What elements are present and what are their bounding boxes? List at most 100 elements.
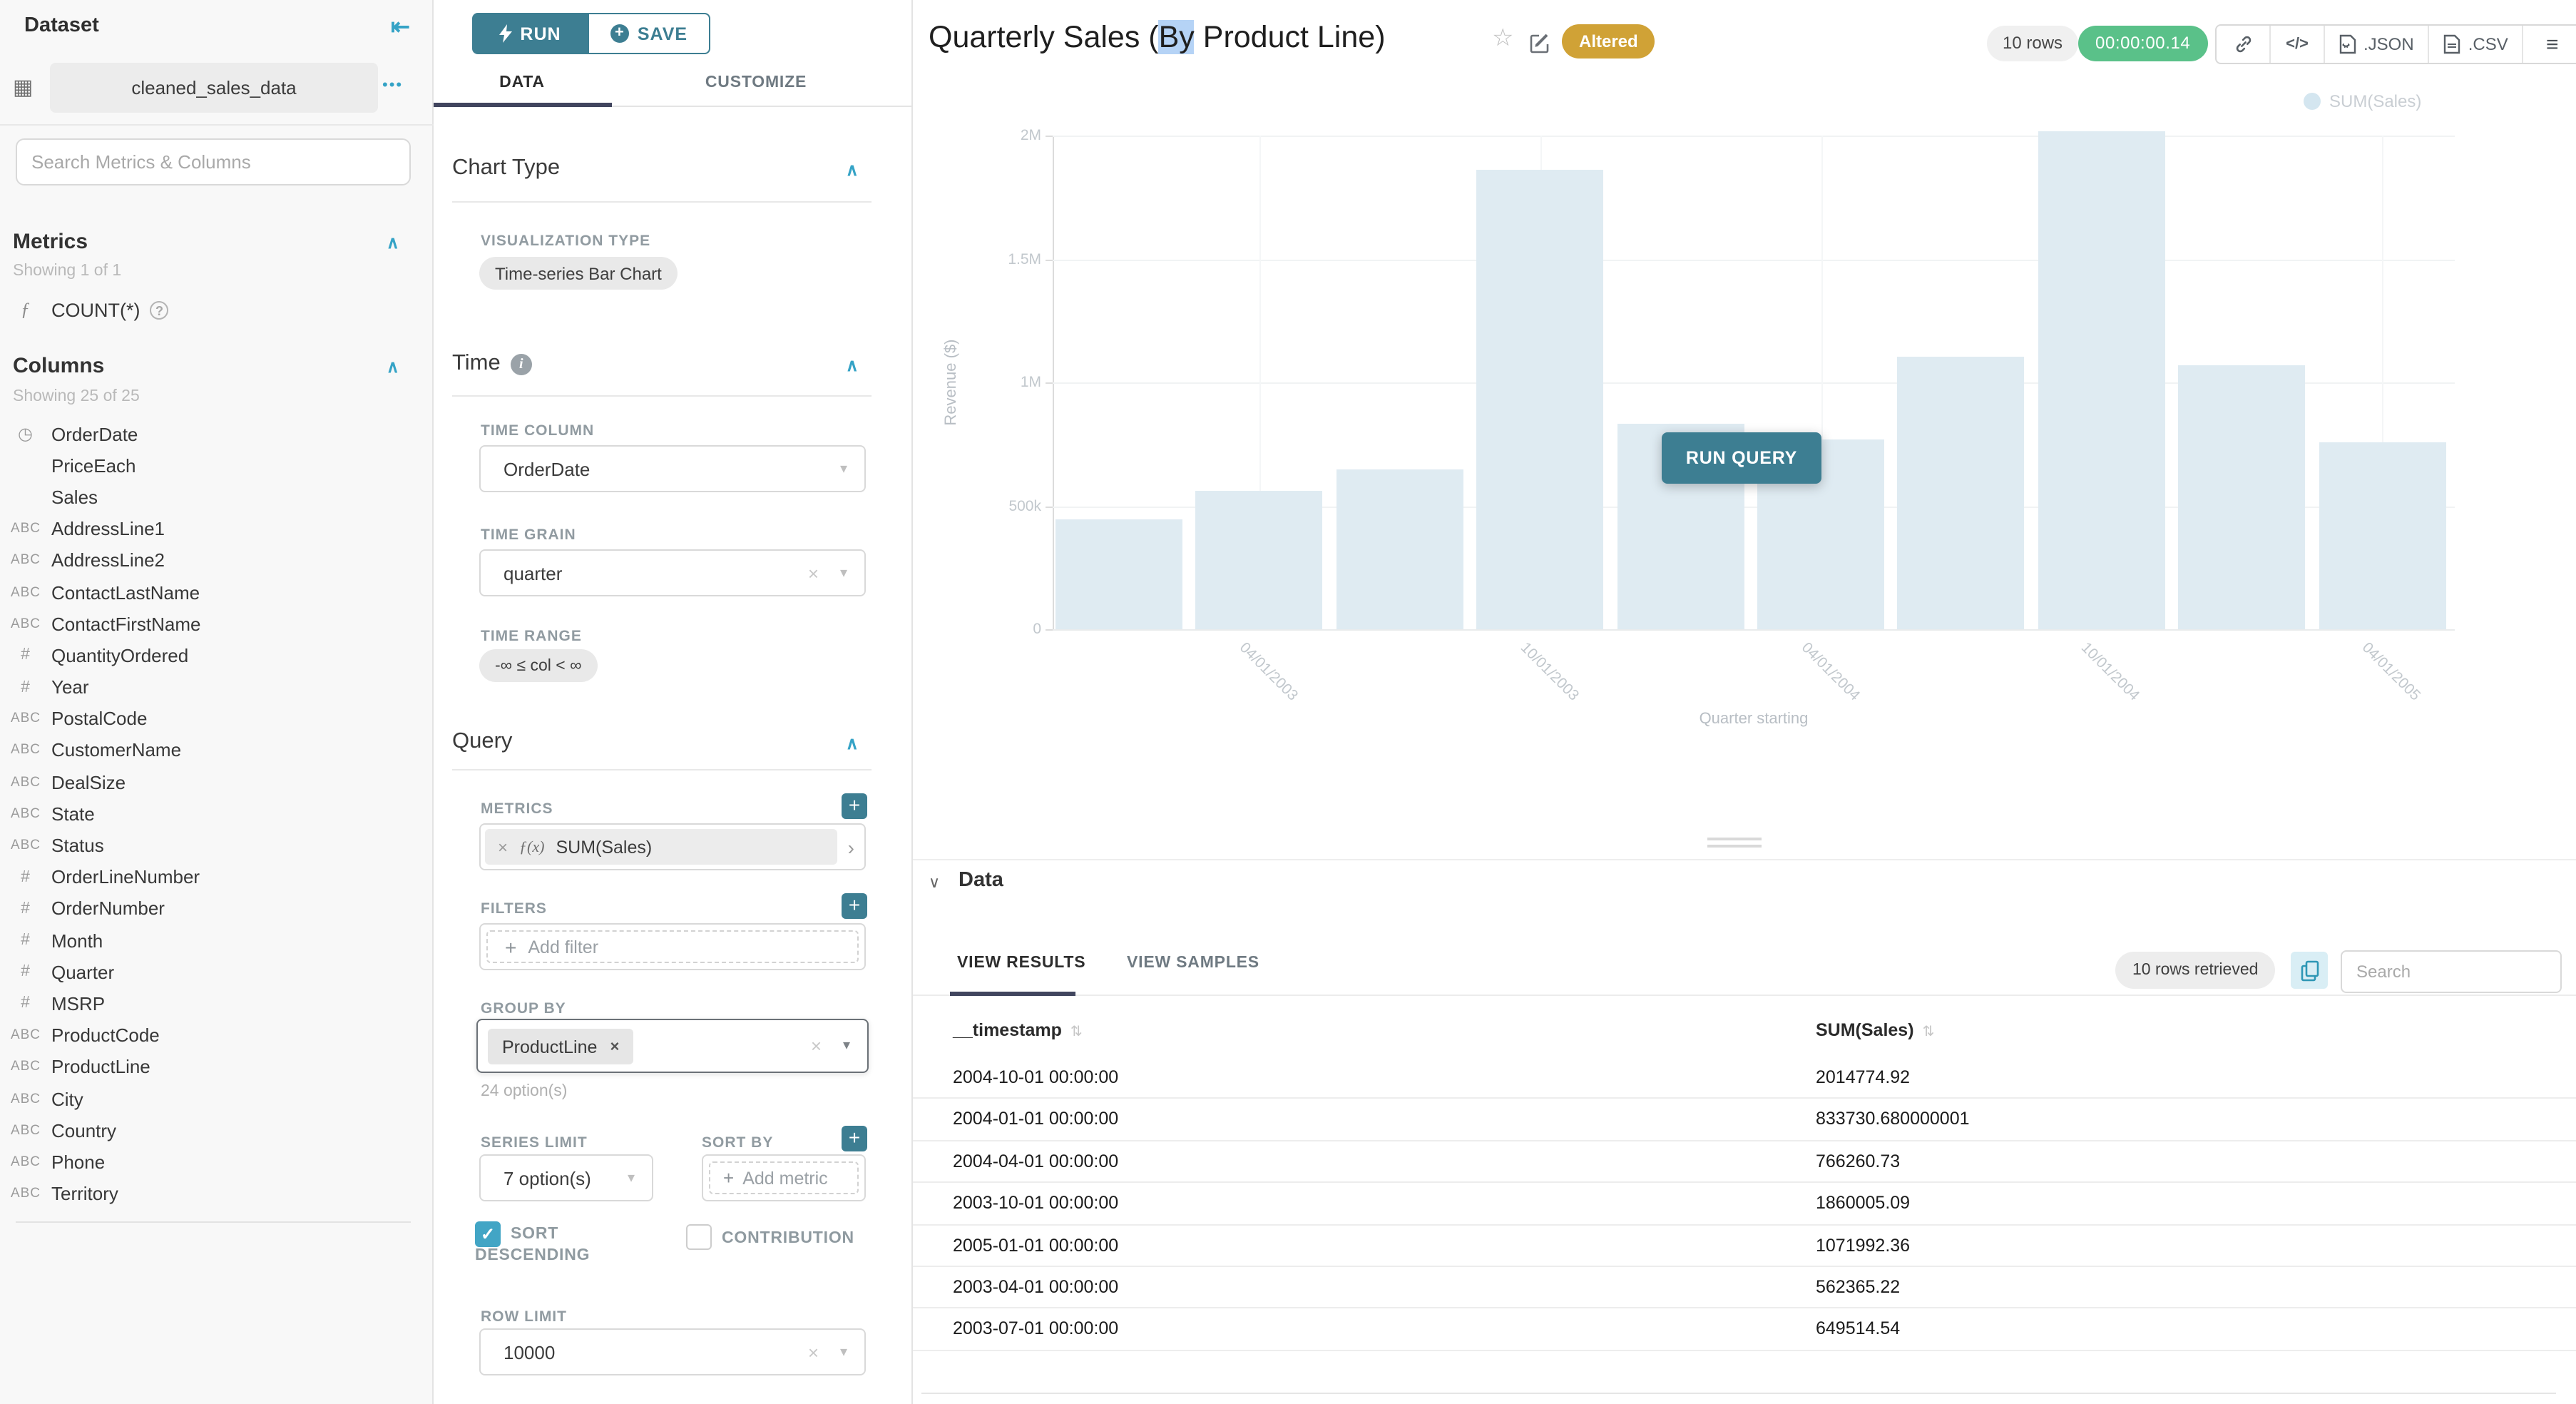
remove-groupby-icon[interactable]: × — [610, 1038, 620, 1055]
time-range-pill[interactable]: -∞ ≤ col < ∞ — [479, 649, 598, 682]
column-item[interactable]: ABC ProductCode — [0, 1019, 434, 1051]
share-link-button[interactable] — [2217, 26, 2271, 63]
column-item[interactable]: ABC AddressLine1 — [0, 513, 434, 544]
remove-metric-icon[interactable]: × — [498, 837, 508, 857]
columns-collapse-icon[interactable]: ∧ — [387, 357, 399, 377]
clear-icon[interactable]: × — [810, 1035, 822, 1057]
column-item-label: City — [51, 1088, 83, 1110]
chart-type-collapse-icon[interactable]: ∧ — [846, 160, 859, 180]
filters-dropzone[interactable]: + Add filter — [479, 923, 866, 970]
column-item[interactable]: # OrderLineNumber — [0, 861, 434, 892]
column-item[interactable]: ◷ OrderDate — [0, 418, 434, 449]
contribution-checkbox[interactable] — [686, 1224, 712, 1250]
column-item[interactable]: ABC Country — [0, 1114, 434, 1146]
column-item-label: Phone — [51, 1151, 106, 1173]
favorite-star-icon[interactable]: ☆ — [1492, 24, 1514, 51]
column-header-sum-sales[interactable]: SUM(Sales) ⇅ — [1816, 1020, 1935, 1040]
column-item[interactable]: ABC ContactFirstName — [0, 608, 434, 639]
column-item[interactable]: PriceEach — [0, 449, 434, 481]
column-item[interactable]: # OrderNumber — [0, 893, 434, 925]
column-item[interactable]: ABC Territory — [0, 1178, 434, 1209]
metric-control[interactable]: × ƒ(x) SUM(Sales) › — [479, 823, 866, 870]
tab-data[interactable]: DATA — [499, 74, 545, 91]
column-item[interactable]: ABC PostalCode — [0, 703, 434, 734]
row-limit-select[interactable]: 10000 × ▾ — [479, 1328, 866, 1375]
column-item[interactable]: ABC State — [0, 798, 434, 830]
column-item[interactable]: ABC CustomerName — [0, 735, 434, 766]
time-grain-select[interactable]: quarter × ▾ — [479, 549, 866, 596]
chart-actions-group: </> .JSON .CSV ≡ — [2215, 24, 2576, 64]
time-collapse-icon[interactable]: ∧ — [846, 355, 859, 375]
tab-customize[interactable]: CUSTOMIZE — [705, 74, 807, 91]
table-row[interactable]: 2003-04-01 00:00:00 562365.22 — [913, 1267, 2576, 1309]
metrics-columns-search-input[interactable] — [16, 138, 411, 185]
clear-icon[interactable]: × — [807, 1341, 819, 1363]
collapse-panel-icon[interactable]: ⇤ — [391, 16, 410, 40]
export-csv-button[interactable]: .CSV — [2430, 26, 2524, 63]
edit-title-icon[interactable] — [1529, 31, 1552, 54]
sort-by-dropzone[interactable]: + Add metric — [702, 1154, 866, 1201]
column-item[interactable]: # Month — [0, 925, 434, 956]
plus-icon: + — [505, 935, 517, 958]
viz-type-pill[interactable]: Time-series Bar Chart — [479, 257, 678, 290]
copy-data-button[interactable] — [2291, 952, 2328, 989]
time-grain-label: TIME GRAIN — [481, 526, 576, 544]
view-query-button[interactable]: </> — [2271, 26, 2325, 63]
sort-icon[interactable]: ⇅ — [1922, 1024, 1935, 1040]
column-item[interactable]: ABC DealSize — [0, 766, 434, 798]
add-filter-button[interactable]: + — [842, 893, 867, 919]
series-limit-select[interactable]: 7 option(s) ▾ — [479, 1154, 653, 1201]
column-item[interactable]: ABC ProductLine — [0, 1052, 434, 1083]
run-query-button[interactable]: RUN QUERY — [1662, 432, 1821, 484]
column-item-label: CustomerName — [51, 739, 182, 761]
column-item[interactable]: Sales — [0, 482, 434, 513]
column-item[interactable]: ABC Phone — [0, 1146, 434, 1178]
gridline-v — [1821, 136, 1822, 629]
legend[interactable]: SUM(Sales) — [2304, 91, 2421, 111]
table-row[interactable]: 2004-10-01 00:00:00 2014774.92 — [913, 1057, 2576, 1099]
add-sort-metric-button[interactable]: + — [842, 1126, 867, 1151]
expand-metric-icon[interactable]: › — [847, 835, 854, 858]
column-item[interactable]: ABC AddressLine2 — [0, 545, 434, 576]
export-json-button[interactable]: .JSON — [2325, 26, 2430, 63]
column-item-label: Quarter — [51, 961, 115, 983]
column-item[interactable]: ABC Status — [0, 830, 434, 861]
sort-descending-checkbox[interactable]: ✓ — [475, 1221, 501, 1247]
column-item[interactable]: # Year — [0, 671, 434, 703]
table-row[interactable]: 2004-01-01 00:00:00 833730.680000001 — [913, 1099, 2576, 1141]
add-metric-button[interactable]: + — [842, 793, 867, 819]
run-button[interactable]: RUN — [472, 13, 588, 54]
clear-icon[interactable]: × — [807, 562, 819, 584]
save-button[interactable]: + SAVE — [588, 13, 710, 54]
table-row[interactable]: 2005-01-01 00:00:00 1071992.36 — [913, 1225, 2576, 1267]
table-row[interactable]: 2003-07-01 00:00:00 649514.54 — [913, 1309, 2576, 1351]
column-item[interactable]: # QuantityOrdered — [0, 640, 434, 671]
chart-menu-button[interactable]: ≡ — [2524, 26, 2576, 63]
tab-view-results[interactable]: VIEW RESULTS — [957, 955, 1086, 972]
pane-resize-handle[interactable] — [1707, 838, 1762, 852]
metrics-collapse-icon[interactable]: ∧ — [387, 233, 399, 253]
chart-title[interactable]: Quarterly Sales (By Product Line) — [929, 20, 1386, 54]
bar — [1336, 469, 1463, 629]
column-header-timestamp[interactable]: __timestamp ⇅ — [953, 1020, 1083, 1040]
group-by-select[interactable]: ProductLine × × ▾ — [476, 1019, 869, 1073]
column-item[interactable]: ABC City — [0, 1083, 434, 1114]
column-item[interactable]: ABC ContactLastName — [0, 576, 434, 608]
tab-view-samples[interactable]: VIEW SAMPLES — [1127, 955, 1259, 972]
dataset-name[interactable]: cleaned_sales_data — [50, 63, 378, 113]
metric-pill[interactable]: × ƒ(x) SUM(Sales) — [485, 829, 838, 865]
dataset-more-icon[interactable]: ••• — [382, 77, 404, 94]
cell-sum-sales: 2014774.92 — [1816, 1067, 1911, 1087]
altered-badge[interactable]: Altered — [1562, 24, 1655, 58]
column-item[interactable]: # MSRP — [0, 988, 434, 1019]
time-section-title: Time — [452, 351, 501, 375]
table-row[interactable]: 2004-04-01 00:00:00 766260.73 — [913, 1141, 2576, 1184]
query-collapse-icon[interactable]: ∧ — [846, 733, 859, 753]
sort-icon[interactable]: ⇅ — [1070, 1024, 1083, 1040]
column-item[interactable]: # Quarter — [0, 956, 434, 987]
time-column-select[interactable]: OrderDate ▾ — [479, 445, 866, 492]
table-row[interactable]: 2003-10-01 00:00:00 1860005.09 — [913, 1183, 2576, 1226]
data-collapse-icon[interactable]: ∨ — [929, 875, 941, 892]
table-search-input[interactable] — [2341, 950, 2562, 993]
metric-item[interactable]: ƒ COUNT(*) ? — [0, 294, 434, 325]
